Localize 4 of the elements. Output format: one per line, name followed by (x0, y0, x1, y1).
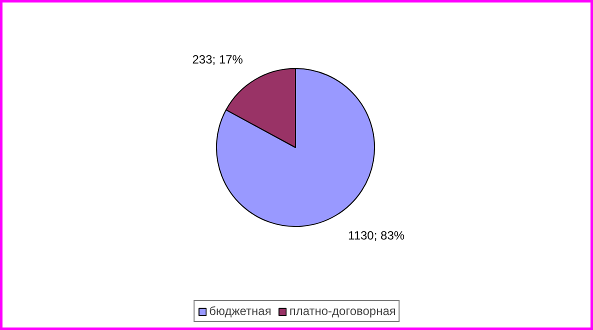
data-label: 233; 17% (192, 52, 244, 66)
legend-label: платно-договорная (289, 304, 396, 318)
legend-label: бюджетная (209, 304, 272, 318)
data-label: 1130; 83% (348, 228, 405, 243)
